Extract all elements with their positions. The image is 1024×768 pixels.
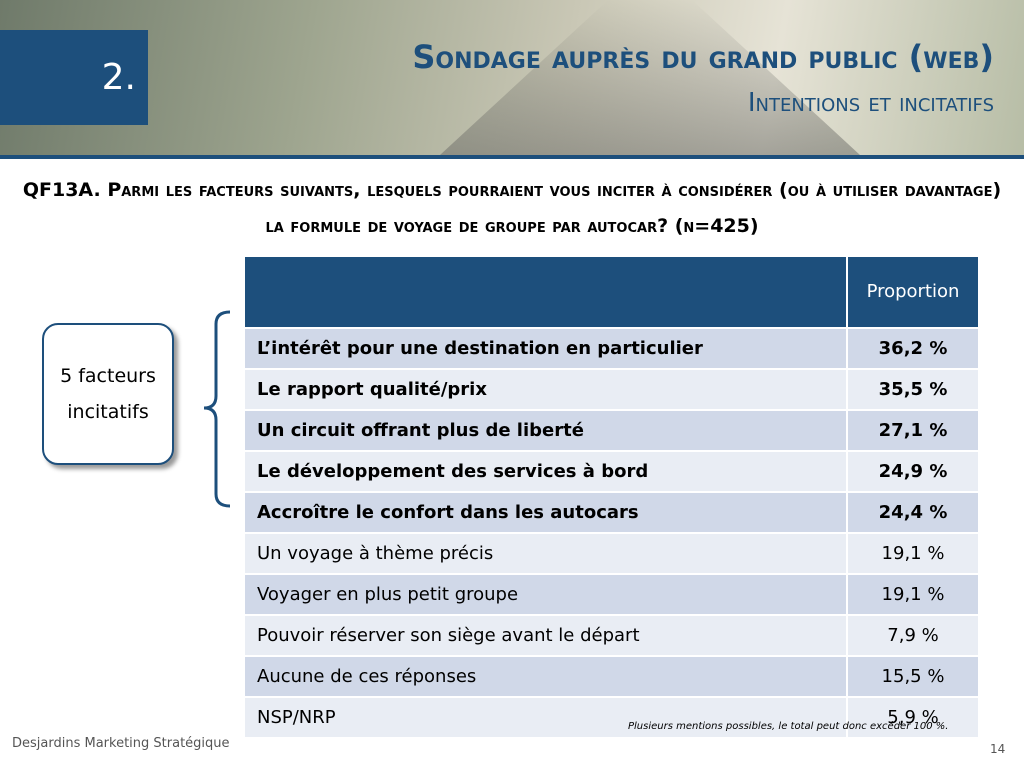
footnote: Plusieurs mentions possibles, le total p… [628,721,949,732]
table-row: L’intérêt pour une destination en partic… [243,327,980,370]
table-row: Voyager en plus petit groupe 19,1 % [243,573,980,616]
table-row: Accroître le confort dans les autocars 24… [243,491,980,534]
proportion-cell: 5,9 % [846,696,980,739]
table-row: NSP/NRP 5,9 % [243,696,980,739]
factor-cell: Le développement des services à bord [243,450,848,493]
factor-cell: Aucune de ces réponses [243,655,848,698]
banner-image [440,0,860,155]
title: Sondage auprès du grand public (web) [412,38,994,76]
factor-cell: Accroître le confort dans les autocars [243,491,848,534]
proportion-cell: 15,5 % [846,655,980,698]
factor-cell: NSP/NRP [243,696,848,739]
proportion-cell: 7,9 % [846,614,980,657]
proportion-cell: 19,1 % [846,532,980,575]
factor-cell: Un voyage à thème précis [243,532,848,575]
table-row: Aucune de ces réponses 15,5 % [243,655,980,698]
proportion-cell: 36,2 % [846,327,980,370]
footer: Desjardins Marketing Stratégique [12,736,230,751]
factor-cell: Un circuit offrant plus de liberté [243,409,848,452]
factor-cell: Voyager en plus petit groupe [243,573,848,616]
section-number: 2. [0,30,148,125]
table-row: Pouvoir réserver son siège avant le dépa… [243,614,980,657]
factor-cell: Le rapport qualité/prix [243,368,848,411]
subtitle: Intentions et incitatifs [747,88,994,118]
header-cell [243,255,848,329]
table-row: Un voyage à thème précis 19,1 % [243,532,980,575]
banner [0,0,1024,159]
proportion-cell: 24,9 % [846,450,980,493]
table-row: Le développement des services à bord 24,9… [243,450,980,493]
header-cell: Proportion [846,255,980,329]
callout: 5 facteurs incitatifs [42,323,174,465]
table-row: Un circuit offrant plus de liberté 27,1 % [243,409,980,452]
proportion-cell: 27,1 % [846,409,980,452]
table: Proportion L’intérêt pour une destinatio… [243,255,980,739]
proportion-cell: 24,4 % [846,491,980,534]
proportion-cell: 19,1 % [846,573,980,616]
proportion-cell: 35,5 % [846,368,980,411]
question: QF13A. Parmi les facteurs suivants, lesq… [22,179,1002,237]
page-number: 14 [990,742,1006,756]
table-row: Le rapport qualité/prix 35,5 % [243,368,980,411]
factor-cell: L’intérêt pour une destination en partic… [243,327,848,370]
bracket [203,310,231,508]
factor-cell: Pouvoir réserver son siège avant le dépa… [243,614,848,657]
